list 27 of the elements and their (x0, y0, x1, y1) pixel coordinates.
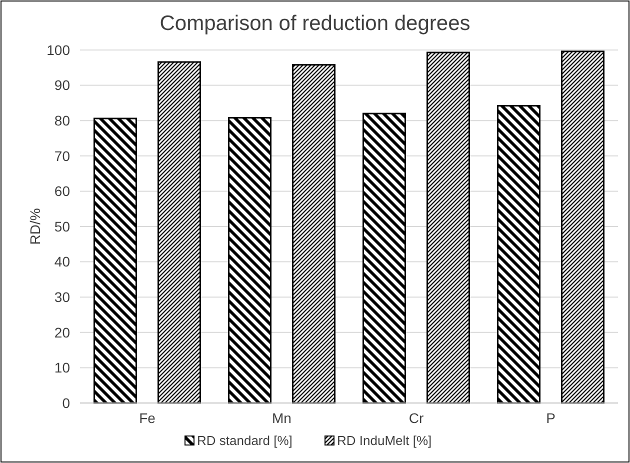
bar (426, 52, 470, 404)
y-tick-label: 10 (54, 360, 70, 376)
legend-label: RD standard [%] (197, 433, 292, 448)
bar (158, 61, 201, 404)
y-tick-label: 70 (54, 148, 70, 164)
x-tick-label: Fe (139, 410, 156, 426)
legend-label: RD InduMelt [%] (337, 433, 432, 448)
bar (94, 118, 137, 404)
y-tick-label: 90 (54, 77, 70, 94)
bar (561, 50, 604, 404)
y-tick-label: 60 (54, 183, 70, 200)
y-tick-label: 100 (46, 42, 70, 58)
bar (292, 64, 336, 404)
x-tick-label: Cr (408, 410, 424, 426)
chart-title: Comparison of reduction degrees (160, 12, 470, 35)
bar (228, 117, 272, 404)
y-tick-label: 0 (62, 394, 70, 411)
bar (497, 105, 540, 404)
x-tick-label: Mn (272, 410, 292, 426)
y-tick-label: 80 (54, 112, 70, 128)
x-tick-label: P (546, 410, 556, 426)
y-axis-title: RD/% (27, 208, 43, 245)
y-tick-label: 20 (54, 324, 70, 340)
y-tick-label: 40 (54, 254, 70, 270)
y-tick-label: 50 (54, 218, 70, 234)
y-tick-label: 30 (54, 289, 70, 305)
bar (362, 112, 406, 404)
